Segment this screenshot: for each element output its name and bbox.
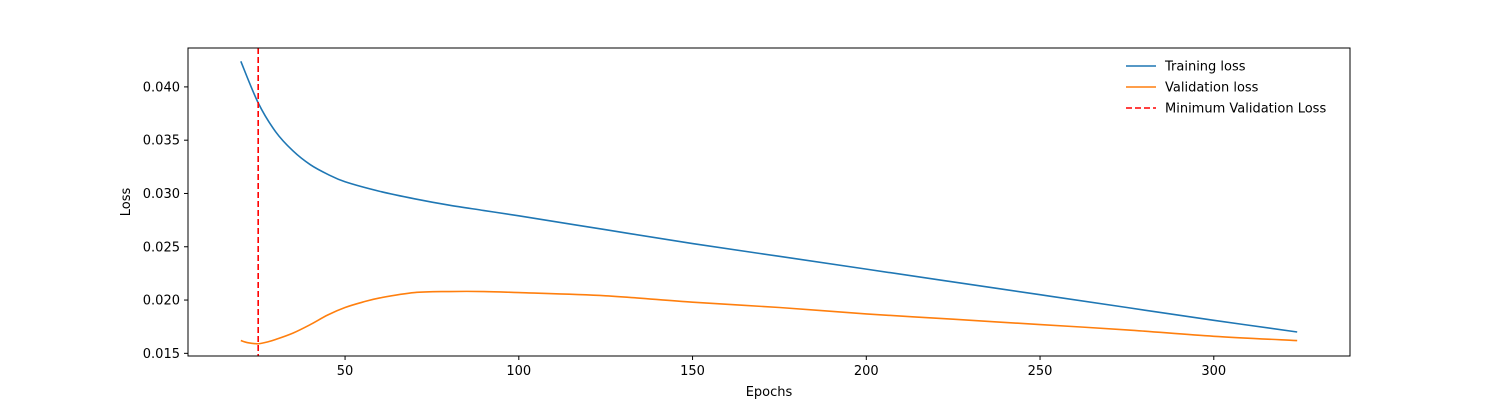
x-tick-label: 100 xyxy=(506,364,531,379)
legend-label: Minimum Validation Loss xyxy=(1165,102,1326,117)
y-tick-label: 0.030 xyxy=(143,187,180,202)
series-line-validation-loss xyxy=(240,290,1298,345)
y-tick-label: 0.040 xyxy=(143,80,180,95)
x-axis-ticks: 50 100 150 200 250 300 xyxy=(337,356,1226,379)
y-tick-label: 0.035 xyxy=(143,134,180,149)
x-tick-label: 150 xyxy=(680,364,705,379)
axes-frame xyxy=(187,47,1351,357)
x-axis-label: Epochs xyxy=(746,385,793,400)
x-tick-label: 200 xyxy=(854,364,879,379)
y-tick-label: 0.015 xyxy=(143,347,180,362)
y-axis-label: Loss xyxy=(119,188,134,217)
plot-area xyxy=(240,48,1298,356)
y-tick-label: 0.020 xyxy=(143,294,180,309)
y-tick-label: 0.025 xyxy=(143,240,180,255)
legend-label: Validation loss xyxy=(1165,81,1259,96)
legend-label: Training loss xyxy=(1164,60,1246,75)
y-axis-ticks: 0.015 0.020 0.025 0.030 0.035 0.040 xyxy=(143,80,188,362)
x-tick-label: 50 xyxy=(337,364,354,379)
x-tick-label: 300 xyxy=(1201,364,1226,379)
x-tick-label: 250 xyxy=(1028,364,1053,379)
legend: Training loss Validation loss Minimum Vali… xyxy=(1126,60,1326,117)
series-line-training-loss xyxy=(240,61,1298,333)
